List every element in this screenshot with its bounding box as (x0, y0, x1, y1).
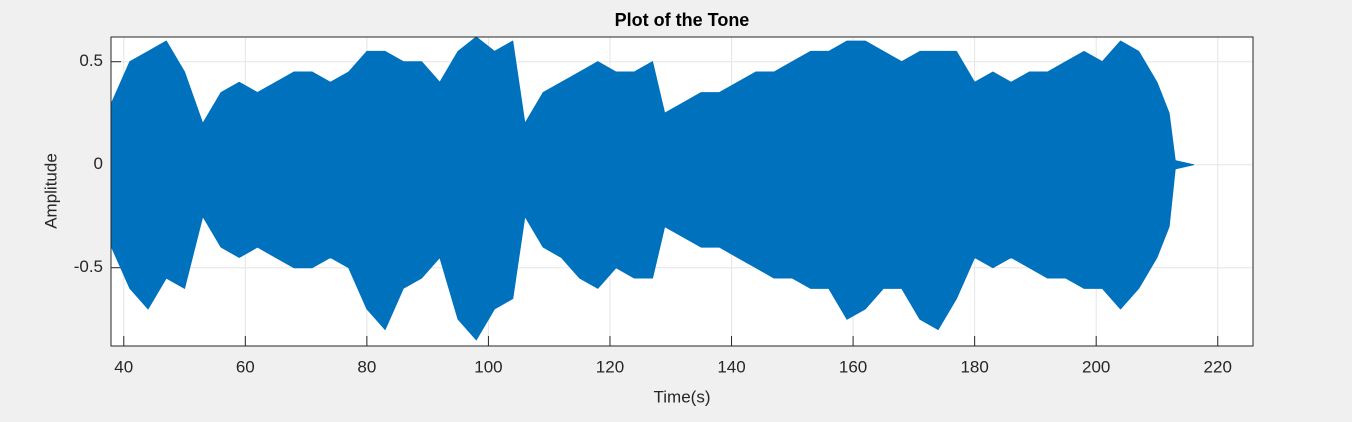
x-tick-label: 180 (960, 357, 988, 376)
x-tick-label: 160 (839, 357, 867, 376)
x-tick-label: 40 (114, 357, 133, 376)
axes-box (110, 36, 1254, 347)
x-tick-label: 140 (717, 357, 745, 376)
y-tick-label: -0.5 (74, 257, 103, 276)
waveform (111, 164, 1194, 341)
x-tick-label: 60 (236, 357, 255, 376)
x-tick-label: 100 (474, 357, 502, 376)
x-tick-label: 120 (596, 357, 624, 376)
waveform (111, 36, 1194, 166)
y-tick-label: 0 (94, 154, 103, 173)
x-axis-label: Time(s) (654, 387, 711, 406)
x-tick-label: 200 (1082, 357, 1110, 376)
y-tick-label: 0.5 (79, 51, 103, 70)
y-axis-label: Amplitude (41, 153, 60, 229)
chart-title: Plot of the Tone (615, 10, 750, 30)
x-tick-label: 220 (1204, 357, 1232, 376)
x-tick-label: 80 (357, 357, 376, 376)
